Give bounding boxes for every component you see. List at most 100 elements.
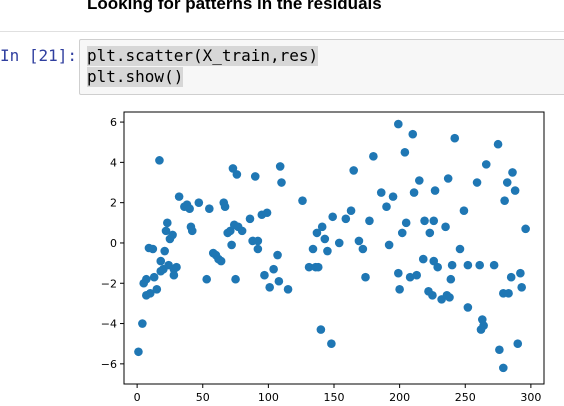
scatter-point (493, 139, 503, 149)
scatter-point (317, 222, 327, 232)
x-tick-label: 250 (455, 391, 476, 404)
scatter-point (187, 226, 197, 236)
scatter-point (445, 293, 454, 302)
scatter-point (517, 282, 526, 292)
scatter-point (168, 230, 177, 240)
cell-prompt: In [21]: (0, 46, 78, 65)
scatter-point (320, 234, 330, 244)
y-axis-ticks: −6 −4 −2 0 2 4 6 (101, 116, 124, 371)
scatter-point (220, 202, 230, 211)
scatter-point (388, 192, 398, 201)
scatter-point (481, 160, 491, 169)
scatter-point (231, 274, 240, 284)
scatter-point (394, 119, 403, 129)
scatter-point (155, 156, 164, 165)
scatter-point (430, 186, 440, 195)
scatter-point (502, 178, 512, 187)
scatter-point (394, 268, 403, 278)
scatter-point (185, 204, 194, 214)
scatter-point (149, 272, 159, 282)
scatter-point (472, 178, 482, 187)
scatter-point (450, 133, 460, 143)
scatter-point (313, 262, 323, 272)
scatter-point (163, 218, 172, 228)
scatter-point (274, 276, 284, 286)
scatter-point (369, 152, 378, 161)
scatter-point (298, 196, 307, 205)
scatter-point (148, 244, 158, 254)
scatter-point (513, 339, 523, 349)
scatter-point (447, 260, 457, 270)
scatter-point (265, 282, 274, 292)
divider (0, 31, 564, 32)
scatter-point (455, 244, 465, 254)
scatter-point (510, 186, 520, 195)
scatter-point (463, 303, 473, 312)
scatter-point (489, 260, 499, 270)
section-heading: Looking for patterns in the residuals (87, 0, 382, 13)
scatter-point (253, 236, 263, 246)
x-tick-label: 0 (134, 391, 141, 404)
scatter-point (216, 256, 226, 266)
scatter-point (138, 319, 147, 328)
scatter-point (412, 270, 421, 280)
scatter-point (304, 262, 314, 272)
scatter-point (405, 272, 415, 282)
scatter-point (408, 129, 418, 139)
x-tick-label: 300 (520, 391, 541, 404)
scatter-point (275, 162, 285, 171)
scatter-plot: 0 50 100 150 200 250 300 −6 −4 −2 0 2 4 6 (101, 111, 545, 404)
scatter-point (142, 274, 151, 284)
scatter-point (459, 206, 469, 216)
scatter-point (479, 321, 488, 330)
code-line[interactable]: plt.scatter(X_train,res) (87, 46, 319, 66)
scatter-point (283, 285, 293, 294)
x-tick-label: 100 (258, 391, 279, 404)
scatter-point (277, 178, 286, 187)
scatter-point (316, 325, 326, 334)
scatter-point (420, 216, 429, 226)
scatter-point (253, 244, 263, 254)
scatter-point (429, 216, 439, 226)
scatter-point (508, 168, 517, 177)
scatter-point (308, 244, 318, 254)
scatter-point (341, 214, 351, 224)
scatter-point (401, 218, 411, 228)
scatter-point (441, 222, 450, 232)
scatter-point (376, 188, 386, 197)
y-tick-label: −2 (101, 277, 117, 290)
code-line[interactable]: plt.show() (87, 67, 184, 87)
scatter-point (495, 345, 504, 355)
scatter-point (475, 260, 484, 270)
scatter-point (169, 270, 179, 280)
y-tick-label: 6 (110, 116, 117, 129)
scatter-point (273, 250, 282, 260)
scatter-point (361, 272, 370, 282)
scatter-point (260, 270, 269, 280)
scatter-point (500, 196, 509, 205)
scatter-point (174, 192, 184, 201)
scatter-point (463, 260, 473, 270)
code-cell-editor[interactable]: plt.scatter(X_train,res) plt.show() (79, 39, 564, 95)
scatter-point (245, 214, 255, 224)
y-tick-label: −6 (101, 358, 117, 371)
scatter-point (194, 198, 204, 207)
scatter-point (354, 236, 364, 246)
scatter-point (506, 272, 516, 282)
scatter-point (504, 289, 513, 298)
y-tick-label: 4 (110, 156, 117, 169)
scatter-point (397, 228, 407, 238)
scatter-point (382, 202, 391, 211)
x-tick-label: 200 (389, 391, 410, 404)
scatter-point (327, 339, 336, 349)
scatter-point (425, 228, 435, 238)
scatter-point (384, 240, 394, 250)
scatter-point (409, 188, 419, 197)
scatter-point (134, 347, 143, 357)
scatter-point (323, 246, 332, 256)
scatter-point (145, 289, 155, 298)
scatter-point (269, 264, 278, 274)
scatter-point (161, 226, 171, 236)
scatter-point (499, 363, 508, 373)
y-tick-label: −4 (101, 318, 117, 331)
